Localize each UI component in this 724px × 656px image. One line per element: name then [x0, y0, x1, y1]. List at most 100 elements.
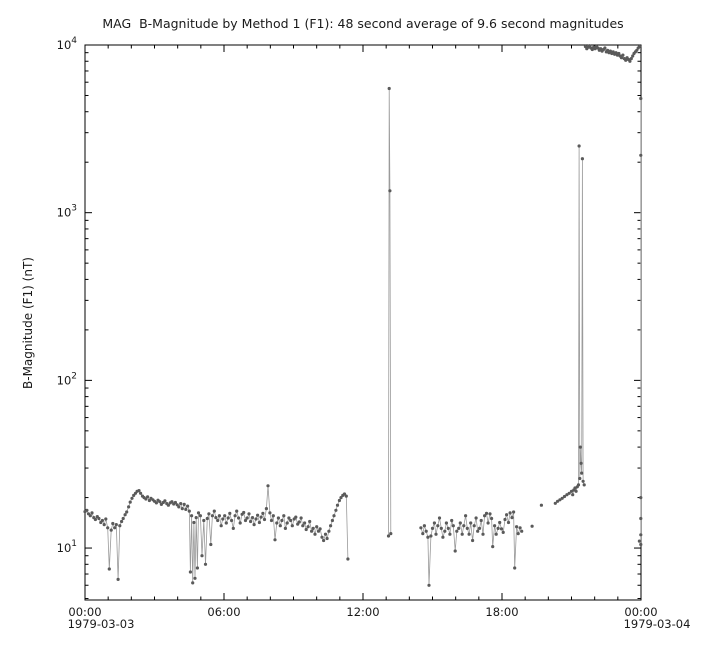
- data-point: [580, 471, 584, 475]
- data-line: [388, 88, 392, 537]
- data-point: [188, 570, 192, 574]
- data-point: [581, 479, 585, 483]
- data-point: [513, 566, 517, 570]
- data-point: [617, 51, 621, 56]
- data-point: [436, 524, 440, 528]
- y-tick-label: 103: [57, 204, 77, 220]
- data-point: [422, 524, 426, 528]
- data-line: [555, 145, 585, 504]
- data-point: [599, 47, 603, 51]
- data-point: [121, 516, 125, 521]
- data-point: [388, 189, 392, 193]
- data-point: [290, 524, 294, 528]
- data-point: [346, 557, 350, 561]
- data-point: [214, 516, 218, 520]
- data-point: [118, 524, 122, 528]
- data-point: [113, 526, 117, 530]
- data-point: [611, 50, 615, 54]
- data-point: [249, 519, 253, 524]
- data-point: [313, 532, 317, 536]
- data-point: [203, 562, 208, 566]
- data-point: [287, 516, 291, 520]
- data-point: [560, 496, 564, 500]
- data-point: [494, 532, 498, 536]
- data-point: [261, 511, 265, 515]
- data-point: [128, 500, 132, 504]
- data-point: [316, 529, 321, 533]
- data-point: [254, 517, 258, 521]
- data-point: [639, 153, 643, 157]
- data-point: [596, 46, 600, 50]
- data-point: [337, 498, 341, 503]
- data-point: [125, 510, 129, 514]
- data-point: [109, 528, 113, 532]
- data-point: [179, 502, 183, 506]
- data-point: [619, 56, 624, 60]
- y-tick-label: 102: [57, 371, 77, 387]
- data-point: [553, 501, 557, 505]
- data-point: [488, 512, 492, 516]
- data-point: [245, 516, 249, 520]
- data-point: [635, 48, 639, 52]
- chart-title: MAG B-Magnitude by Method 1 (F1): 48 sec…: [102, 16, 624, 31]
- data-point: [606, 48, 610, 52]
- data-point: [166, 503, 170, 507]
- data-point: [334, 508, 338, 512]
- data-point: [562, 494, 567, 499]
- data-point: [631, 54, 635, 58]
- x-tick-label: 00:00: [68, 605, 101, 619]
- data-point: [323, 532, 328, 536]
- data-point: [318, 527, 322, 531]
- data-point: [453, 549, 457, 553]
- data-point: [252, 523, 256, 527]
- data-point: [479, 518, 483, 523]
- data-point: [603, 46, 607, 50]
- data-point: [247, 512, 251, 516]
- data-point: [472, 524, 476, 528]
- data-point: [493, 524, 497, 528]
- data-point: [154, 501, 158, 505]
- data-point: [320, 535, 324, 539]
- data-point: [180, 507, 184, 511]
- data-point: [483, 514, 487, 518]
- data-point: [111, 521, 115, 526]
- data-point: [224, 521, 228, 525]
- data-point: [335, 503, 340, 507]
- data-point: [578, 476, 582, 481]
- data-point: [190, 514, 194, 518]
- data-point: [231, 526, 235, 531]
- data-point: [226, 516, 230, 520]
- data-point: [100, 518, 104, 523]
- data-point: [158, 500, 162, 504]
- data-point: [271, 514, 275, 518]
- data-point: [490, 516, 494, 521]
- data-point: [193, 576, 197, 580]
- data-point: [283, 526, 287, 531]
- data-point: [127, 505, 131, 509]
- data-point: [638, 44, 642, 49]
- data-point: [202, 518, 206, 523]
- data-point: [639, 96, 643, 101]
- data-point: [580, 157, 585, 161]
- data-point: [130, 496, 134, 500]
- x-tick-label: 12:00: [346, 605, 379, 619]
- data-point: [505, 513, 509, 517]
- data-point: [558, 498, 562, 502]
- data-point: [446, 526, 450, 531]
- data-point: [458, 521, 462, 525]
- data-point: [339, 496, 343, 500]
- data-point: [389, 532, 393, 536]
- data-point: [303, 521, 307, 525]
- data-point: [262, 517, 267, 522]
- data-point: [137, 489, 141, 493]
- data-point: [462, 524, 466, 528]
- data-point: [579, 461, 583, 465]
- data-point: [477, 526, 482, 531]
- data-point: [297, 520, 301, 524]
- data-point: [450, 518, 454, 523]
- data-point: [170, 500, 174, 504]
- data-point: [424, 529, 428, 533]
- data-point: [451, 524, 455, 528]
- data-point: [177, 505, 181, 509]
